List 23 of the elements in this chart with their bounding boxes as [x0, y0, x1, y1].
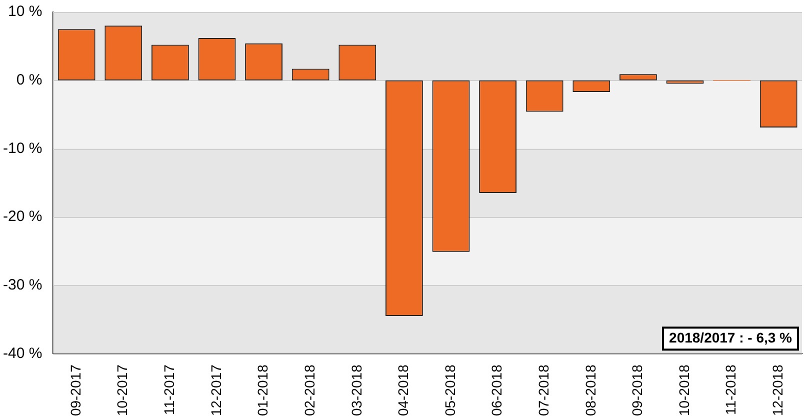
x-tick-label: 04-2018 — [395, 364, 412, 416]
annotation: 2018/2017 : - 6,3 % — [669, 329, 793, 346]
x-tick-label: 09-2017 — [67, 364, 84, 416]
y-tick-label: 10 % — [8, 3, 42, 20]
y-tick-label: -30 % — [2, 276, 42, 294]
x-tick-label: 09-2018 — [629, 364, 646, 416]
y-tick-label: 0 % — [16, 71, 42, 88]
x-tick-label: 10-2017 — [114, 364, 130, 416]
y-tick-label: -20 % — [2, 208, 42, 226]
x-tick-label: 12-2018 — [769, 364, 786, 416]
x-tick-label: 02-2018 — [301, 364, 318, 416]
x-tick-label: 03-2018 — [348, 364, 364, 416]
x-tick-label: 11-2017 — [161, 364, 178, 415]
x-tick-label: 08-2018 — [582, 364, 598, 416]
x-tick-label: 12-2017 — [208, 364, 224, 416]
x-tick-label: 11-2018 — [722, 364, 739, 415]
x-tick-label: 05-2018 — [442, 364, 458, 416]
x-tick-label: 07-2018 — [535, 364, 552, 416]
y-tick-label: -40 % — [2, 344, 42, 362]
y-tick-label: -10 % — [2, 140, 42, 157]
x-tick-label: 01-2018 — [254, 364, 271, 416]
x-tick-label: 10-2018 — [676, 364, 692, 416]
x-tick-label: 06-2018 — [488, 364, 505, 416]
